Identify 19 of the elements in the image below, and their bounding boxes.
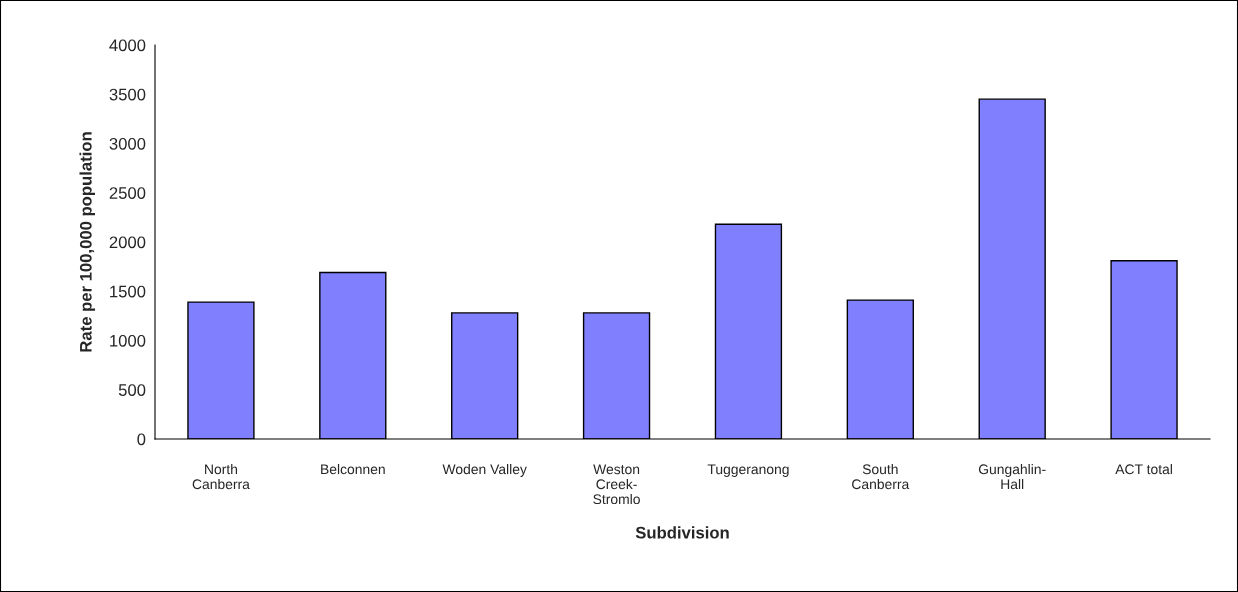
y-tick-label: 3000 (109, 137, 146, 150)
y-tick-label: 0 (137, 433, 146, 446)
y-axis-title: Rate per 100,000 population (79, 132, 96, 352)
x-axis-title: Subdivision (635, 526, 729, 539)
y-tick-label: 3500 (109, 88, 146, 101)
x-tick-label: Tuggeranong (707, 464, 789, 477)
y-tick-label: 1000 (110, 334, 146, 347)
y-tick-label: 1500 (110, 285, 146, 298)
y-tick-label: 500 (118, 384, 146, 396)
x-tick-label: Woden Valley (442, 464, 527, 477)
x-tick-label: South Canberra (852, 464, 910, 490)
y-tick-label: 2500 (109, 187, 146, 199)
x-tick-label: North Canberra (192, 464, 250, 490)
x-tick-label: Gungahlin- Hall (978, 464, 1046, 490)
y-tick-label: 4000 (109, 39, 146, 52)
x-tick-label: Weston Creek- Stromlo (593, 464, 640, 505)
y-tick-label: 2000 (109, 236, 146, 249)
x-tick-label: Belconnen (321, 464, 385, 475)
x-tick-label: ACT total (1115, 464, 1172, 475)
